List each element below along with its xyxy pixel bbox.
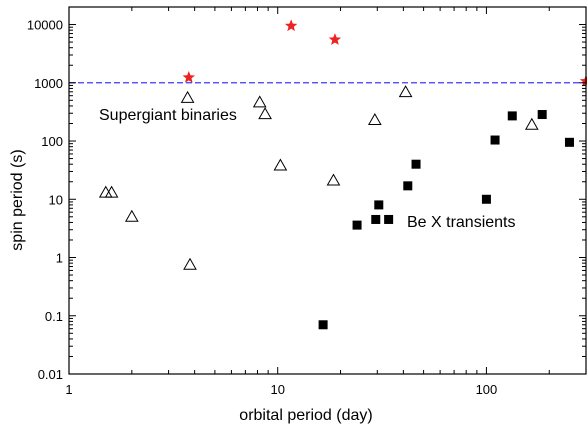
y-tick-label: 1000 bbox=[34, 76, 63, 91]
y-tick-label: 10000 bbox=[27, 18, 63, 33]
square-point bbox=[411, 159, 421, 169]
star-point bbox=[182, 71, 195, 83]
y-tick-label: 1 bbox=[56, 251, 63, 266]
x-tick-label: 1 bbox=[65, 382, 72, 397]
annotation-supergiant-binaries: Supergiant binaries bbox=[99, 107, 237, 124]
y-tick-label: 0.01 bbox=[38, 367, 63, 382]
triangle-point bbox=[326, 173, 341, 186]
y-tick-label: 100 bbox=[41, 134, 63, 149]
annotation-be-x-transients: Be X transients bbox=[407, 214, 516, 231]
triangle-point bbox=[252, 95, 267, 108]
star-point bbox=[579, 74, 587, 87]
star-point bbox=[328, 33, 342, 45]
square-point bbox=[403, 181, 413, 191]
x-tick-label: 10 bbox=[270, 382, 284, 397]
triangle-point bbox=[104, 185, 119, 198]
triangle-point bbox=[524, 117, 539, 130]
square-point bbox=[374, 200, 384, 210]
square-point bbox=[507, 111, 517, 121]
plot-frame bbox=[68, 6, 587, 375]
x-tick-label: 100 bbox=[476, 382, 498, 397]
square-point bbox=[318, 320, 328, 330]
square-point bbox=[352, 220, 362, 230]
square-point bbox=[481, 194, 491, 204]
triangle-point bbox=[258, 107, 272, 120]
square-point bbox=[371, 214, 381, 224]
triangle-point bbox=[367, 112, 382, 125]
triangle-point bbox=[124, 209, 139, 222]
y-tick-label: 0.1 bbox=[45, 309, 63, 324]
square-point bbox=[537, 110, 547, 120]
triangle-point bbox=[183, 257, 197, 270]
square-point bbox=[564, 137, 574, 147]
triangle-point bbox=[180, 90, 195, 103]
triangle-point bbox=[398, 85, 413, 98]
triangle-point bbox=[98, 185, 113, 198]
square-point bbox=[490, 135, 500, 145]
x-axis-label: orbital period (day) bbox=[239, 407, 372, 424]
y-tick-label: 10 bbox=[49, 192, 63, 207]
star-point bbox=[284, 19, 298, 32]
y-axis-label: spin period (s) bbox=[9, 149, 26, 250]
triangle-point bbox=[273, 158, 288, 171]
square-point bbox=[384, 214, 394, 224]
